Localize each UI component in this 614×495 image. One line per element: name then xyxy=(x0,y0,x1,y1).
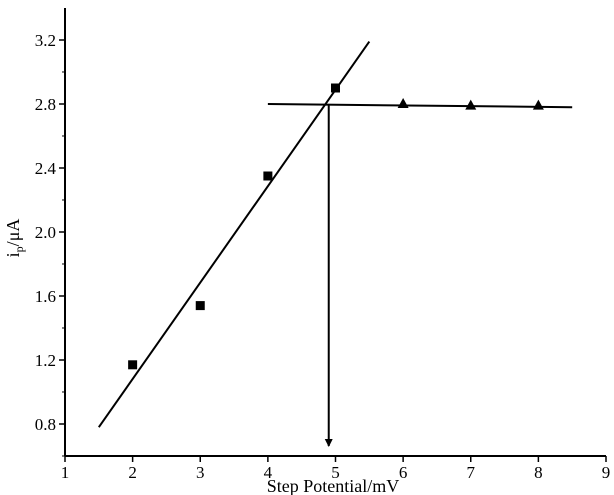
x-axis-label: Step Potential/mV xyxy=(267,476,400,495)
y-axis-label-unit: /μA xyxy=(3,219,23,247)
x-tick-label: 7 xyxy=(467,463,476,482)
y-axis-label: ip/μA xyxy=(3,219,26,258)
x-tick-label: 5 xyxy=(331,463,340,482)
x-tick-label: 8 xyxy=(534,463,543,482)
y-ticks: 0.8 1.2 1.6 2.0 2.4 2.8 3.2 xyxy=(35,31,65,457)
y-tick-label: 3.2 xyxy=(35,31,56,50)
x-tick-label: 2 xyxy=(128,463,137,482)
data-point-square xyxy=(195,301,205,311)
y-axis-label-sub: p xyxy=(12,246,26,252)
data-point-triangle xyxy=(397,98,409,108)
fit-lines xyxy=(97,41,573,428)
x-tick-label: 1 xyxy=(61,463,70,482)
fit-line xyxy=(97,41,371,428)
data-points xyxy=(128,83,544,370)
y-tick-label: 2.4 xyxy=(35,159,57,178)
x-tick-label: 3 xyxy=(196,463,205,482)
y-tick-label: 2.8 xyxy=(35,95,56,114)
y-tick-label: 1.2 xyxy=(35,351,56,370)
y-tick-label: 2.0 xyxy=(35,223,56,242)
x-tick-label: 6 xyxy=(399,463,408,482)
data-point-square xyxy=(128,360,138,370)
data-point-triangle xyxy=(532,99,544,110)
x-tick-label: 4 xyxy=(264,463,273,482)
y-tick-label: 0.8 xyxy=(35,415,56,434)
y-axis-label-main: i xyxy=(3,252,23,257)
data-point-triangle xyxy=(465,99,477,110)
data-point-square xyxy=(331,83,340,93)
x-tick-label: 9 xyxy=(602,463,611,482)
x-ticks: 1 2 3 4 5 6 7 8 9 xyxy=(61,456,611,482)
axes-frame xyxy=(64,8,606,457)
data-point-square xyxy=(263,171,273,181)
y-tick-label: 1.6 xyxy=(35,287,56,306)
fit-line xyxy=(267,103,573,109)
